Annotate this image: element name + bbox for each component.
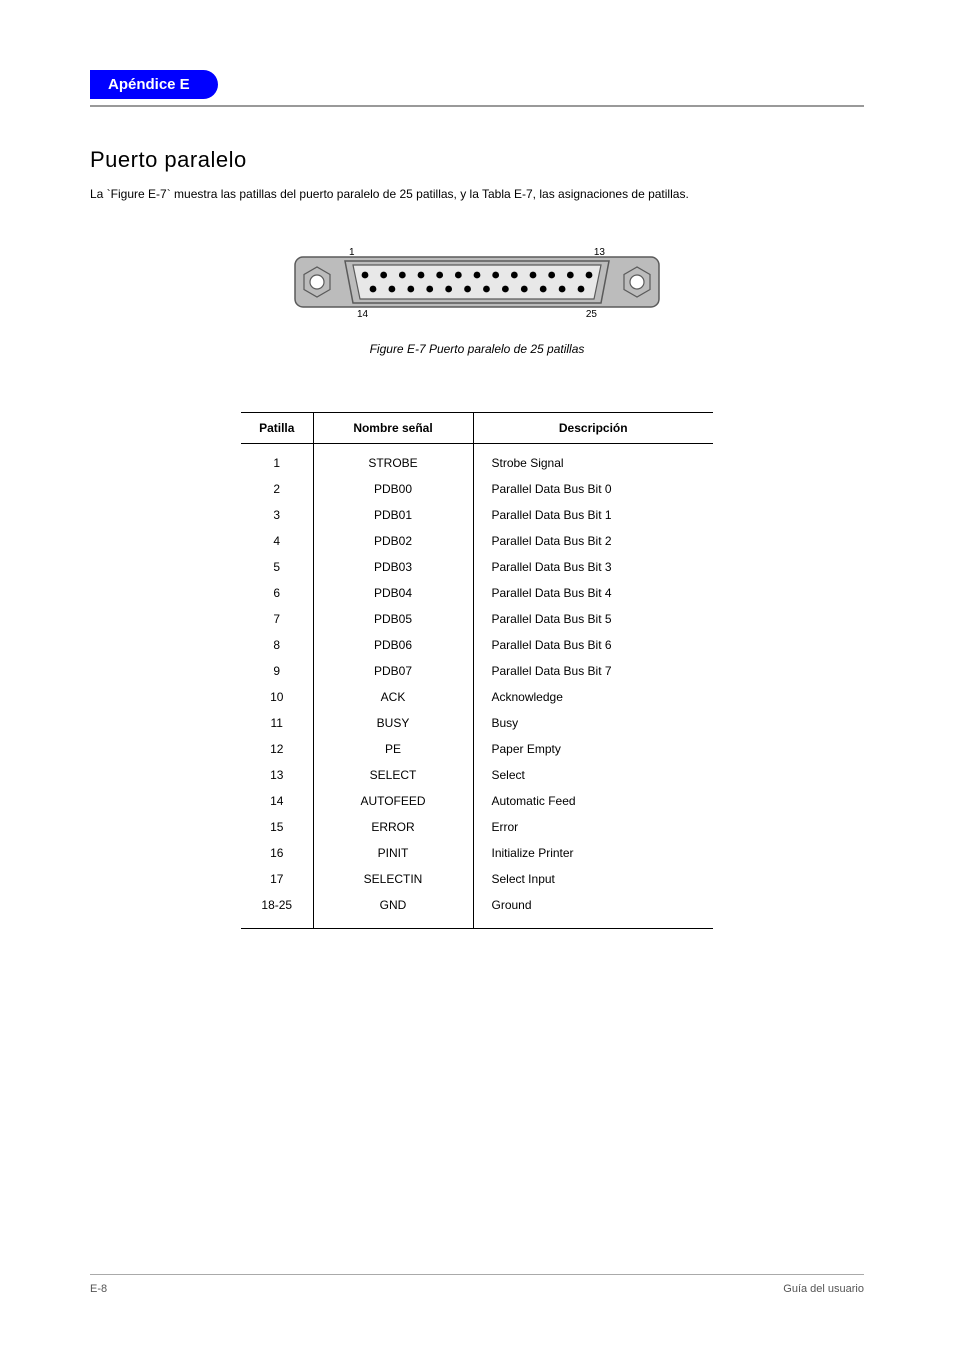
cell-signal: PINIT <box>313 840 473 866</box>
parallel-port-diagram: 1 13 14 25 <box>287 239 667 325</box>
cell-pin: 18-25 <box>241 892 313 929</box>
cell-desc: Acknowledge <box>473 684 713 710</box>
cell-signal: SELECTIN <box>313 866 473 892</box>
cell-desc: Parallel Data Bus Bit 7 <box>473 658 713 684</box>
table-row: 5PDB03Parallel Data Bus Bit 3 <box>241 554 713 580</box>
cell-signal: PDB03 <box>313 554 473 580</box>
cell-signal: GND <box>313 892 473 929</box>
cell-signal: PE <box>313 736 473 762</box>
svg-text:25: 25 <box>586 309 598 320</box>
svg-text:14: 14 <box>357 309 369 320</box>
cell-desc: Initialize Printer <box>473 840 713 866</box>
table-row: 9PDB07Parallel Data Bus Bit 7 <box>241 658 713 684</box>
section-subtitle: La `Figure E-7` muestra las patillas del… <box>90 185 864 203</box>
cell-pin: 14 <box>241 788 313 814</box>
table-row: 17SELECTINSelect Input <box>241 866 713 892</box>
cell-signal: AUTOFEED <box>313 788 473 814</box>
cell-signal: PDB04 <box>313 580 473 606</box>
table-row: 6PDB04Parallel Data Bus Bit 4 <box>241 580 713 606</box>
footer-doc-title: Guía del usuario <box>783 1283 864 1295</box>
table-row: 10ACKAcknowledge <box>241 684 713 710</box>
cell-pin: 9 <box>241 658 313 684</box>
table-row: 16PINITInitialize Printer <box>241 840 713 866</box>
cell-desc: Select Input <box>473 866 713 892</box>
cell-desc: Parallel Data Bus Bit 4 <box>473 580 713 606</box>
cell-desc: Paper Empty <box>473 736 713 762</box>
cell-signal: PDB07 <box>313 658 473 684</box>
pinout-table: Patilla Nombre señal Descripción 1STROBE… <box>241 412 713 929</box>
cell-signal: SELECT <box>313 762 473 788</box>
cell-signal: ACK <box>313 684 473 710</box>
cell-pin: 12 <box>241 736 313 762</box>
cell-pin: 10 <box>241 684 313 710</box>
cell-signal: PDB02 <box>313 528 473 554</box>
appendix-header: Apéndice E <box>90 70 218 99</box>
col-header-pin: Patilla <box>241 413 313 444</box>
table-row: 15ERRORError <box>241 814 713 840</box>
footer-page-number: E-8 <box>90 1283 107 1295</box>
cell-pin: 1 <box>241 444 313 477</box>
table-row: 7PDB05Parallel Data Bus Bit 5 <box>241 606 713 632</box>
cell-desc: Parallel Data Bus Bit 6 <box>473 632 713 658</box>
cell-desc: Parallel Data Bus Bit 3 <box>473 554 713 580</box>
cell-signal: PDB01 <box>313 502 473 528</box>
cell-pin: 8 <box>241 632 313 658</box>
cell-desc: Error <box>473 814 713 840</box>
cell-signal: PDB06 <box>313 632 473 658</box>
cell-signal: STROBE <box>313 444 473 477</box>
cell-pin: 4 <box>241 528 313 554</box>
cell-desc: Parallel Data Bus Bit 2 <box>473 528 713 554</box>
table-row: 3PDB01Parallel Data Bus Bit 1 <box>241 502 713 528</box>
cell-pin: 16 <box>241 840 313 866</box>
cell-pin: 15 <box>241 814 313 840</box>
cell-pin: 17 <box>241 866 313 892</box>
table-row: 18-25GNDGround <box>241 892 713 929</box>
cell-pin: 3 <box>241 502 313 528</box>
cell-pin: 2 <box>241 476 313 502</box>
cell-desc: Select <box>473 762 713 788</box>
table-row: 4PDB02Parallel Data Bus Bit 2 <box>241 528 713 554</box>
col-header-desc: Descripción <box>473 413 713 444</box>
cell-desc: Strobe Signal <box>473 444 713 477</box>
cell-desc: Parallel Data Bus Bit 5 <box>473 606 713 632</box>
cell-pin: 11 <box>241 710 313 736</box>
table-row: 12PEPaper Empty <box>241 736 713 762</box>
cell-desc: Busy <box>473 710 713 736</box>
svg-text:1: 1 <box>349 247 355 258</box>
figure-caption: Figure E-7 Puerto paralelo de 25 patilla… <box>90 342 864 356</box>
table-row: 14AUTOFEEDAutomatic Feed <box>241 788 713 814</box>
cell-pin: 13 <box>241 762 313 788</box>
header-rule <box>90 105 864 107</box>
page-footer: E-8 Guía del usuario <box>90 1274 864 1295</box>
cell-signal: ERROR <box>313 814 473 840</box>
cell-signal: BUSY <box>313 710 473 736</box>
cell-pin: 7 <box>241 606 313 632</box>
connector-figure: 1 13 14 25 <box>90 239 864 330</box>
table-row: 2PDB00Parallel Data Bus Bit 0 <box>241 476 713 502</box>
cell-pin: 6 <box>241 580 313 606</box>
cell-desc: Parallel Data Bus Bit 0 <box>473 476 713 502</box>
cell-pin: 5 <box>241 554 313 580</box>
section-title: Puerto paralelo <box>90 147 864 173</box>
table-row: 11BUSYBusy <box>241 710 713 736</box>
cell-signal: PDB05 <box>313 606 473 632</box>
table-row: 8PDB06Parallel Data Bus Bit 6 <box>241 632 713 658</box>
cell-signal: PDB00 <box>313 476 473 502</box>
col-header-signal: Nombre señal <box>313 413 473 444</box>
table-row: 1STROBEStrobe Signal <box>241 444 713 477</box>
appendix-label: Apéndice E <box>108 76 190 93</box>
table-row: 13SELECTSelect <box>241 762 713 788</box>
svg-text:13: 13 <box>594 247 606 258</box>
cell-desc: Automatic Feed <box>473 788 713 814</box>
cell-desc: Parallel Data Bus Bit 1 <box>473 502 713 528</box>
cell-desc: Ground <box>473 892 713 929</box>
